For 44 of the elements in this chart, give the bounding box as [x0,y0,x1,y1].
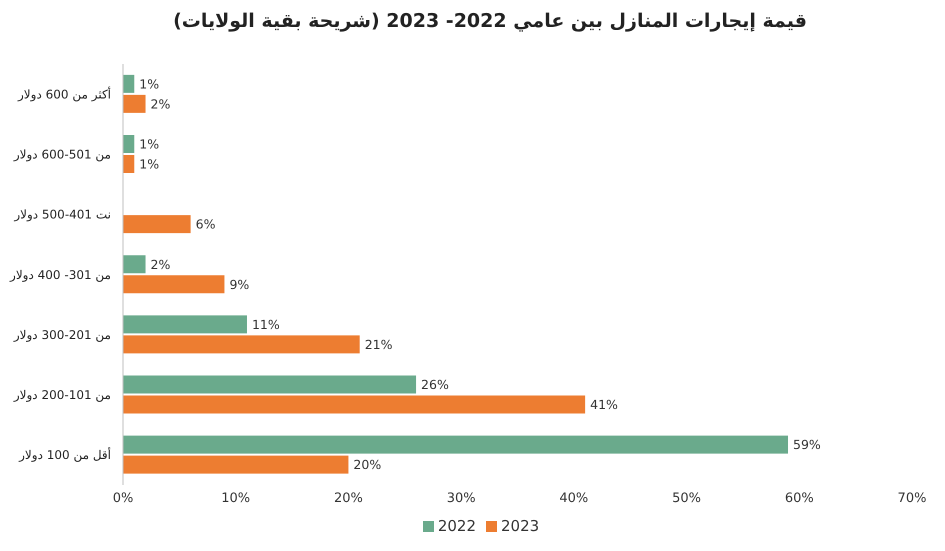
bar [123,396,586,414]
data-label: 1% [139,76,160,92]
bar [123,215,191,234]
data-label: 2% [150,256,170,272]
y-tick-label: من 501-600 دولار [12,147,111,162]
y-tick-label: نت 401-500 دولار [13,208,111,222]
data-label: 26% [421,377,449,392]
bar [123,376,416,394]
bar [123,255,146,274]
legend-label: 2023 [501,517,540,535]
y-tick-label: من 301- 400 دولار [9,268,111,282]
data-label: 21% [364,336,393,352]
bar [123,154,134,173]
x-tick-label: 20% [334,491,363,506]
bar [123,94,146,113]
x-tick-label: 10% [221,491,250,506]
x-tick-label: 40% [559,491,588,506]
x-tick-label: 50% [672,491,702,506]
data-label: 59% [793,437,821,452]
data-label: 41% [590,397,618,412]
x-tick-label: 0% [112,491,134,506]
legend-label: 2022 [438,517,476,535]
y-tick-label: أقل من 100 دولار [18,447,111,462]
y-tick-label: أكثر من 600 دولار [17,86,111,102]
bar [123,335,360,354]
y-tick-label: من 101-200 دولار [12,388,111,402]
data-label: 11% [252,316,280,332]
data-label: 9% [229,276,250,292]
y-tick-label: من 201-300 دولار [12,328,111,342]
bar [123,275,224,294]
x-tick-label: 30% [446,491,476,506]
bar [123,74,134,93]
bar [123,315,247,334]
data-label: 2% [150,96,170,112]
data-label: 20% [353,457,382,472]
data-label: 1% [139,156,160,172]
chart-title: قيمة إيجارات المنازل بين عامي 2022- 2023 (شريحة بقية الولايات) [172,10,808,32]
bar [123,134,134,153]
data-label: 1% [139,136,160,152]
data-label: 6% [196,216,216,232]
x-tick-label: 60% [784,491,814,506]
x-tick-label: 70% [898,491,926,506]
bar [123,436,788,454]
bar [123,456,348,474]
